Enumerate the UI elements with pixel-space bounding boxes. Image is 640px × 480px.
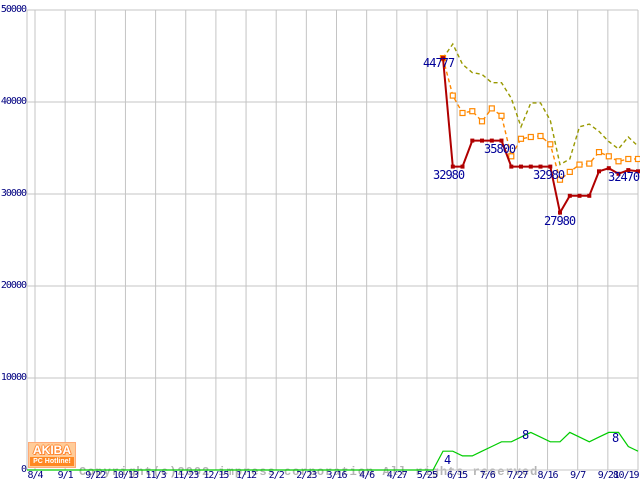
x-tick-label: 11/23 xyxy=(173,470,199,480)
lowest-price-marker xyxy=(636,169,640,174)
x-tick-label: 9/7 xyxy=(570,470,586,480)
highest-price-line xyxy=(442,42,639,166)
data-value-label: 32980 xyxy=(433,168,465,182)
data-value-label: 8 xyxy=(522,428,529,442)
lowest-price-marker xyxy=(519,164,523,169)
lowest-price-marker xyxy=(450,164,455,169)
x-tick-label: 3/16 xyxy=(326,470,347,480)
lowest-price-marker xyxy=(626,168,631,173)
lowest-price-marker xyxy=(509,164,514,169)
x-tick-label: 12/15 xyxy=(203,470,229,480)
lowest-price-marker xyxy=(470,138,475,143)
y-tick-label: 50000 xyxy=(0,4,27,15)
akiba-pc-hotline-logo: AKIBA PC Hotline! xyxy=(28,442,76,468)
lowest-price-marker xyxy=(567,193,572,198)
average-price-marker xyxy=(459,109,466,117)
average-price-marker xyxy=(478,118,486,125)
y-tick-label: 30000 xyxy=(0,188,27,199)
lowest-price-marker xyxy=(597,169,601,174)
x-tick-label: 2/2 xyxy=(268,470,285,480)
x-tick-label: 2/23 xyxy=(296,470,317,480)
x-tick-label: 11/3 xyxy=(145,470,167,480)
average-price-marker xyxy=(527,133,534,141)
lowest-price-marker xyxy=(499,138,504,143)
y-tick-label: 20000 xyxy=(0,280,27,291)
average-price-marker xyxy=(605,153,612,160)
lowest-price-marker xyxy=(538,164,543,169)
lowest-price-marker xyxy=(489,138,494,143)
average-price-marker xyxy=(595,149,603,156)
lowest-price-marker xyxy=(528,164,533,169)
x-tick-label: 6/15 xyxy=(447,470,468,480)
logo-akiba-text: AKIBA xyxy=(33,443,71,457)
average-price-marker xyxy=(576,161,583,168)
x-tick-label: 8/16 xyxy=(537,470,558,480)
x-tick-label: 5/25 xyxy=(416,470,438,480)
lowest-price-marker xyxy=(606,166,611,171)
data-value-label: 8 xyxy=(612,431,619,445)
x-tick-label: 1/12 xyxy=(235,470,257,480)
data-value-label: 32470 xyxy=(608,170,640,184)
x-tick-label: 9/28 xyxy=(597,470,619,480)
lowest-price-marker xyxy=(616,171,621,176)
x-tick-label: 10/19 xyxy=(613,470,639,480)
average-price-marker xyxy=(556,176,564,183)
average-price-marker xyxy=(469,108,476,115)
average-price-marker xyxy=(517,135,525,142)
average-price-marker xyxy=(508,153,515,160)
x-tick-label: 8/4 xyxy=(27,470,43,480)
shop-count-line xyxy=(27,431,639,471)
average-price-marker xyxy=(488,105,495,112)
average-price-line xyxy=(442,57,638,181)
x-tick-label: 4/6 xyxy=(359,470,375,480)
y-tick-label: 10000 xyxy=(0,372,27,383)
x-tick-label: 9/1 xyxy=(57,470,74,480)
y-tick-label: 40000 xyxy=(0,96,27,107)
x-tick-label: 9/22 xyxy=(85,470,106,480)
y-tick-label: 0 xyxy=(20,464,27,475)
x-tick-label: 7/27 xyxy=(507,470,528,480)
lowest-price-marker xyxy=(558,210,562,215)
logo-pc-hotline-text: PC Hotline! xyxy=(30,457,74,466)
average-price-marker xyxy=(625,155,632,163)
lowest-price-marker xyxy=(441,56,445,61)
lowest-price-marker xyxy=(587,193,592,198)
x-tick-label: 10/13 xyxy=(112,470,139,480)
data-value-label: 27980 xyxy=(544,214,576,228)
average-price-marker xyxy=(615,158,622,165)
average-price-marker xyxy=(449,92,456,99)
lowest-price-marker xyxy=(460,164,465,169)
data-value-label: 4 xyxy=(444,453,451,467)
average-price-marker xyxy=(498,112,505,119)
data-value-label: 32980 xyxy=(533,168,565,182)
average-price-marker xyxy=(537,132,544,140)
x-tick-label: 7/6 xyxy=(479,470,496,480)
lowest-price-marker xyxy=(577,193,582,198)
copyright-line1: Copyright(c)2002 impress corporation All… xyxy=(79,465,547,479)
average-price-marker xyxy=(547,141,554,148)
copyright-notice: Copyright(c)2002 impress corporation All… xyxy=(79,442,546,480)
data-value-label: 35800 xyxy=(484,142,516,156)
lowest-price-marker xyxy=(548,164,553,169)
average-price-marker xyxy=(634,155,640,163)
lowest-price-marker xyxy=(480,138,484,143)
average-price-marker xyxy=(586,160,593,167)
average-price-marker xyxy=(566,168,573,175)
data-value-label: 44777 xyxy=(423,56,455,70)
x-tick-label: 4/27 xyxy=(386,470,408,480)
